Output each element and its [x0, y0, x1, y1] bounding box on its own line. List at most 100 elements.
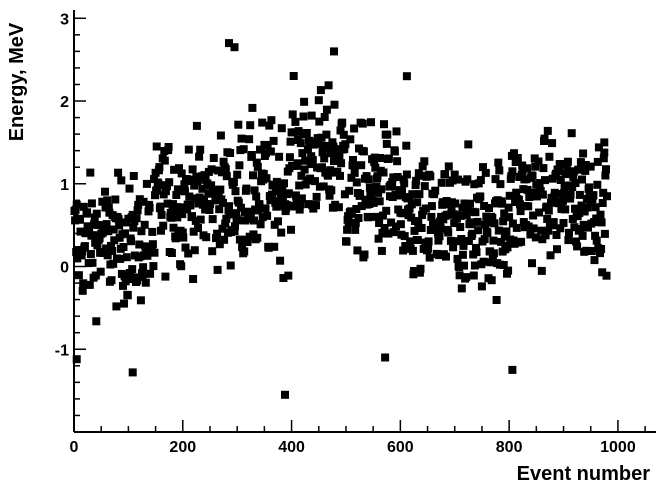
data-point [252, 192, 261, 201]
data-point [218, 224, 227, 233]
data-point [364, 213, 373, 222]
data-point [296, 139, 305, 148]
data-point [275, 182, 284, 190]
data-point [477, 282, 486, 291]
data-point [164, 143, 173, 151]
data-point [86, 250, 95, 258]
data-point [510, 149, 518, 158]
data-point [456, 211, 465, 220]
data-point [594, 143, 603, 152]
data-point [553, 245, 561, 254]
data-point [412, 176, 421, 185]
data-point [175, 186, 184, 195]
data-point [120, 272, 129, 281]
data-point [300, 165, 309, 174]
data-point [262, 174, 271, 183]
data-point [458, 203, 467, 212]
data-point [246, 210, 255, 219]
data-point [552, 231, 561, 239]
data-point [237, 203, 245, 212]
data-point [541, 176, 549, 185]
data-point [232, 214, 241, 223]
data-point [326, 149, 335, 158]
data-point [307, 111, 316, 120]
data-point [524, 202, 533, 211]
data-point [455, 263, 464, 271]
data-point [523, 185, 532, 194]
data-point [161, 187, 170, 196]
data-point [102, 220, 111, 229]
data-point [248, 103, 257, 112]
data-point [263, 211, 272, 220]
data-point [208, 247, 217, 256]
data-point [537, 266, 546, 275]
data-point [291, 117, 300, 126]
data-point [449, 243, 458, 252]
data-point [466, 199, 474, 208]
data-point [535, 179, 544, 187]
data-point [370, 157, 379, 166]
data-point [434, 236, 443, 245]
x-axis-title: Event number [517, 463, 651, 485]
data-point [460, 199, 469, 208]
data-point [358, 119, 367, 128]
data-point [245, 135, 254, 144]
data-point [157, 210, 166, 219]
data-point [124, 275, 133, 284]
data-point [76, 227, 85, 236]
data-point [586, 162, 595, 171]
data-point [318, 163, 326, 172]
data-point [89, 231, 97, 240]
data-point [370, 153, 379, 162]
data-point [193, 177, 202, 186]
data-point [372, 182, 381, 191]
data-point [281, 390, 289, 399]
data-point [234, 120, 243, 129]
data-point [93, 221, 102, 229]
data-point [456, 223, 465, 231]
data-point [529, 224, 538, 233]
data-point [301, 156, 310, 165]
data-point [104, 203, 113, 212]
data-point [462, 211, 471, 220]
data-point [294, 127, 303, 136]
data-point [222, 214, 231, 223]
data-point [547, 198, 555, 207]
data-point [148, 227, 157, 236]
data-point [149, 262, 158, 271]
data-point [247, 151, 256, 159]
data-point [239, 145, 248, 154]
data-point [487, 276, 496, 285]
data-point [76, 214, 84, 223]
data-point [573, 242, 582, 251]
data-point [474, 226, 483, 235]
data-point [285, 153, 294, 162]
data-point [196, 215, 205, 224]
data-point [92, 317, 101, 326]
data-point [306, 160, 315, 169]
data-point [408, 190, 417, 199]
data-point [544, 226, 553, 235]
data-point [486, 258, 495, 267]
data-point [110, 236, 119, 245]
x-axis-ticks: 0 200 400 600 800 1000 [70, 420, 646, 456]
data-point [108, 247, 117, 255]
data-point [563, 157, 572, 166]
data-point [458, 250, 467, 259]
data-point [464, 237, 473, 245]
data-point [98, 197, 107, 206]
data-point [215, 240, 224, 249]
data-point [393, 173, 402, 181]
data-point [169, 223, 178, 232]
data-point [460, 261, 468, 270]
data-point [155, 163, 164, 172]
data-point [479, 163, 487, 172]
data-point [256, 220, 265, 229]
data-point [455, 271, 464, 280]
data-point [564, 236, 573, 245]
data-point [548, 139, 557, 148]
data-point [297, 171, 306, 180]
data-point [392, 222, 400, 231]
data-point [359, 147, 368, 156]
data-point [591, 231, 600, 240]
